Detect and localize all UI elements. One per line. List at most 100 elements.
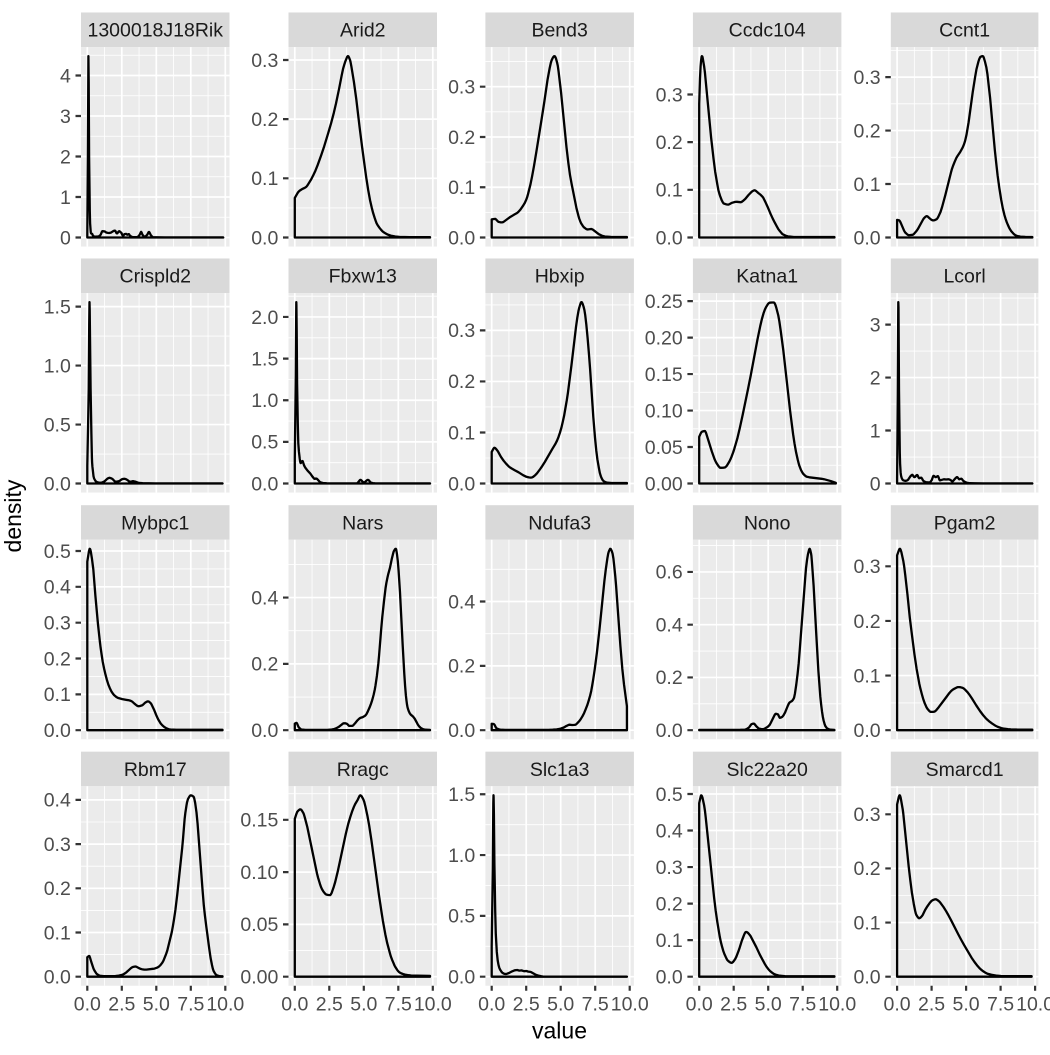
svg-text:Nars: Nars	[342, 512, 383, 534]
svg-text:0.2: 0.2	[44, 648, 71, 670]
svg-text:0.1: 0.1	[44, 922, 71, 944]
svg-text:0.1: 0.1	[656, 180, 683, 202]
svg-text:0.0: 0.0	[44, 473, 71, 495]
svg-text:5.0: 5.0	[755, 993, 782, 1015]
svg-text:0.0: 0.0	[281, 993, 308, 1015]
svg-text:Crispld2: Crispld2	[119, 266, 191, 288]
svg-text:1.0: 1.0	[448, 845, 475, 867]
svg-text:2: 2	[870, 367, 881, 389]
svg-text:0.3: 0.3	[251, 50, 278, 72]
svg-text:0: 0	[60, 227, 71, 249]
svg-text:0.3: 0.3	[44, 612, 71, 634]
svg-text:10.0: 10.0	[818, 993, 856, 1015]
svg-text:0.0: 0.0	[448, 227, 475, 249]
svg-text:Bend3: Bend3	[531, 20, 587, 42]
svg-text:7.5: 7.5	[177, 993, 204, 1015]
svg-text:0.2: 0.2	[448, 371, 475, 393]
svg-text:1300018J18Rik: 1300018J18Rik	[87, 20, 223, 42]
svg-text:0.1: 0.1	[448, 422, 475, 444]
svg-text:0.0: 0.0	[448, 967, 475, 989]
svg-text:10.0: 10.0	[611, 993, 649, 1015]
svg-text:4: 4	[60, 65, 71, 87]
svg-text:0.0: 0.0	[853, 227, 880, 249]
svg-text:0.0: 0.0	[448, 473, 475, 495]
svg-text:0.2: 0.2	[853, 858, 880, 880]
svg-text:0.15: 0.15	[240, 810, 278, 832]
svg-text:0.0: 0.0	[884, 993, 911, 1015]
svg-text:2.0: 2.0	[251, 307, 278, 329]
svg-text:0.3: 0.3	[656, 84, 683, 106]
svg-text:0.5: 0.5	[44, 414, 71, 436]
svg-text:2.5: 2.5	[108, 993, 135, 1015]
svg-text:2.5: 2.5	[513, 993, 540, 1015]
svg-text:0.0: 0.0	[686, 993, 713, 1015]
svg-text:0.25: 0.25	[645, 291, 683, 313]
svg-text:0.0: 0.0	[853, 720, 880, 742]
svg-text:2.5: 2.5	[720, 993, 747, 1015]
svg-text:0.2: 0.2	[448, 656, 475, 678]
svg-text:5.0: 5.0	[350, 993, 377, 1015]
svg-text:0.1: 0.1	[251, 168, 278, 190]
svg-text:0.0: 0.0	[74, 993, 101, 1015]
svg-text:0.5: 0.5	[448, 906, 475, 928]
svg-text:0.2: 0.2	[251, 654, 278, 676]
svg-text:0.1: 0.1	[656, 930, 683, 952]
svg-text:0.0: 0.0	[853, 967, 880, 989]
svg-text:0.0: 0.0	[44, 720, 71, 742]
svg-text:0.2: 0.2	[656, 132, 683, 154]
svg-text:7.5: 7.5	[789, 993, 816, 1015]
svg-text:10.0: 10.0	[206, 993, 244, 1015]
svg-text:0.0: 0.0	[448, 720, 475, 742]
svg-text:0.05: 0.05	[645, 437, 683, 459]
svg-text:3: 3	[60, 106, 71, 128]
svg-text:0.0: 0.0	[251, 227, 278, 249]
svg-text:10.0: 10.0	[414, 993, 452, 1015]
svg-text:1.0: 1.0	[44, 355, 71, 377]
svg-text:0.0: 0.0	[251, 720, 278, 742]
svg-text:0.2: 0.2	[251, 109, 278, 131]
svg-text:0.6: 0.6	[656, 562, 683, 584]
svg-text:Ccnt1: Ccnt1	[939, 20, 990, 42]
svg-text:0.5: 0.5	[44, 541, 71, 563]
svg-text:Smarcd1: Smarcd1	[926, 759, 1004, 781]
svg-text:Slc22a20: Slc22a20	[726, 759, 807, 781]
svg-text:0.4: 0.4	[44, 577, 71, 599]
svg-text:0.0: 0.0	[656, 720, 683, 742]
svg-text:3: 3	[870, 314, 881, 336]
svg-text:Nono: Nono	[744, 512, 791, 534]
svg-text:0.5: 0.5	[656, 784, 683, 806]
svg-text:0: 0	[870, 473, 881, 495]
svg-text:0.0: 0.0	[656, 967, 683, 989]
svg-text:Lcorl: Lcorl	[943, 266, 985, 288]
svg-text:density: density	[0, 479, 26, 552]
svg-text:Katna1: Katna1	[736, 266, 798, 288]
svg-text:0.0: 0.0	[44, 967, 71, 989]
svg-text:0.10: 0.10	[240, 862, 278, 884]
svg-text:1.5: 1.5	[448, 784, 475, 806]
svg-text:0.1: 0.1	[44, 684, 71, 706]
svg-text:0.4: 0.4	[251, 587, 278, 609]
svg-text:5.0: 5.0	[953, 993, 980, 1015]
svg-text:0.3: 0.3	[656, 857, 683, 879]
svg-text:Fbxw13: Fbxw13	[329, 266, 397, 288]
svg-text:0.3: 0.3	[44, 834, 71, 856]
svg-text:0.00: 0.00	[240, 967, 278, 989]
svg-text:0.2: 0.2	[656, 893, 683, 915]
svg-text:5.0: 5.0	[547, 993, 574, 1015]
svg-text:0.4: 0.4	[656, 614, 683, 636]
svg-text:value: value	[532, 1018, 587, 1044]
svg-text:0.2: 0.2	[44, 878, 71, 900]
svg-text:2: 2	[60, 146, 71, 168]
svg-text:Arid2: Arid2	[340, 20, 386, 42]
svg-text:0.4: 0.4	[44, 790, 71, 812]
svg-text:Hbxip: Hbxip	[535, 266, 585, 288]
svg-text:0.15: 0.15	[645, 364, 683, 386]
svg-text:0.1: 0.1	[853, 912, 880, 934]
svg-text:0.05: 0.05	[240, 914, 278, 936]
svg-text:10.0: 10.0	[1016, 993, 1050, 1015]
svg-text:0.3: 0.3	[448, 77, 475, 99]
svg-text:0.0: 0.0	[478, 993, 505, 1015]
svg-text:0.10: 0.10	[645, 400, 683, 422]
svg-text:0.4: 0.4	[656, 820, 683, 842]
svg-text:0.2: 0.2	[853, 120, 880, 142]
